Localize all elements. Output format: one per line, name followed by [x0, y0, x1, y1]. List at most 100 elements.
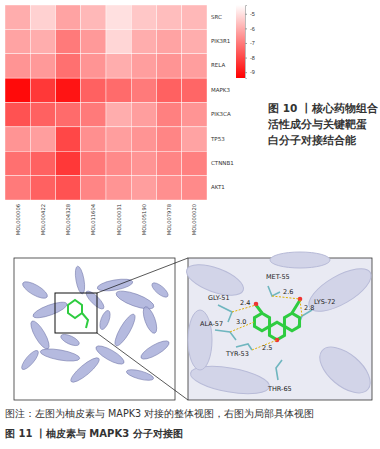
heatmap-cell: [182, 54, 207, 78]
background: [0, 0, 380, 449]
heatmap-cell: [5, 151, 30, 175]
colorbar-tick: -7: [245, 40, 255, 46]
residue-label: TYR-53: [225, 350, 249, 358]
oxygen: [275, 338, 280, 343]
caption-line: 白分子对接结合能: [268, 134, 357, 146]
ribbon: [98, 309, 112, 331]
heatmap-cell: [106, 103, 131, 127]
column-label: MOL005190: [141, 204, 147, 235]
heatmap-cell: [106, 127, 131, 151]
row-label: SRC: [211, 14, 222, 20]
residue-label: ALA-57: [200, 320, 223, 328]
row-label: RELA: [211, 62, 225, 68]
heatmap-cell: [30, 176, 55, 200]
ligand-bond: [256, 300, 300, 313]
heatmap-cell: [157, 151, 182, 175]
residue-stick: [276, 360, 282, 380]
ribbon: [96, 277, 133, 293]
residue-label: GLY-51: [208, 294, 230, 302]
heatmap-cells: [5, 5, 207, 200]
colorbar-tick-mark: [245, 43, 247, 44]
residue-label: LYS-72: [314, 298, 335, 306]
ribbon: [68, 355, 102, 386]
heatmap-cell: [182, 5, 207, 29]
ribbon: [28, 319, 53, 352]
detail-background: [183, 252, 379, 402]
distance-label: 2.8: [304, 304, 314, 312]
heatmap-cell: [81, 5, 106, 29]
colorbar-tick-label: -7: [250, 40, 255, 46]
heatmap-cell: [5, 29, 30, 53]
ligand-ring: [284, 313, 299, 330]
heatmap-cell: [30, 29, 55, 53]
heatmap-cell: [182, 176, 207, 200]
ribbon-shadow: [183, 258, 248, 301]
hbond: [272, 296, 300, 299]
figure11-title: 图 11 丨柚皮素与 MAPK3 分子对接图: [5, 428, 183, 439]
oxygen: [254, 302, 259, 307]
ribbon: [31, 299, 68, 321]
distance-label: 3.0: [236, 318, 246, 326]
heatmap-cell: [81, 103, 106, 127]
row-label: AKT1: [211, 184, 225, 190]
colorbar-tick-mark: [245, 72, 247, 73]
heatmap-cell: [81, 78, 106, 102]
distance-label: 2.4: [240, 299, 250, 307]
ribbon: [94, 343, 127, 368]
protein-ribbons: [19, 266, 171, 386]
colorbar-tick-mark: [245, 28, 247, 29]
heatmap-cell: [56, 103, 81, 127]
residue-label: MET-55: [266, 273, 290, 281]
column-label: MOL007978: [166, 204, 172, 235]
ribbon: [139, 338, 172, 363]
column-label: MOL004328: [65, 204, 71, 235]
residue-label: THR-65: [267, 385, 292, 393]
distance-label: 2.5: [262, 344, 272, 352]
heatmap-cell: [182, 127, 207, 151]
heatmap-cell: [81, 127, 106, 151]
colorbar-tick-label: -8: [250, 55, 255, 61]
heatmap-cell: [56, 54, 81, 78]
ribbon: [74, 266, 87, 295]
heatmap-cell: [81, 29, 106, 53]
colorbar-axis: -5 -6 -7 -8 -9: [245, 6, 255, 79]
heatmap-cell: [106, 176, 131, 200]
ribbon-shadow: [188, 310, 212, 370]
colorbar-tick: -9: [245, 69, 255, 75]
heatmap-cell: [5, 127, 30, 151]
column-label: MOL000006: [15, 204, 21, 235]
ligand-ring: [269, 322, 284, 339]
heatmap-cell: [182, 103, 207, 127]
heatmap-cell: [157, 176, 182, 200]
ribbon: [59, 332, 81, 348]
heatmap-cell: [5, 5, 30, 29]
heatmap-cell: [5, 176, 30, 200]
heatmap-cell: [157, 29, 182, 53]
caption-line: 活性成分与关键靶蛋: [267, 118, 367, 131]
heatmap-cell: [157, 54, 182, 78]
zoom-line: [97, 333, 188, 400]
heatmap-cell: [131, 151, 156, 175]
colorbar: [236, 5, 245, 78]
heatmap-cell: [106, 5, 131, 29]
heatmap-cell: [131, 5, 156, 29]
heatmap-cell: [106, 29, 131, 53]
heatmap-cell: [30, 127, 55, 151]
ribbon: [84, 289, 107, 312]
heatmap-cell: [131, 29, 156, 53]
heatmap-cell: [131, 176, 156, 200]
heatmap-cell: [30, 54, 55, 78]
overview-panel: [14, 258, 175, 400]
colorbar-tick-label: -5: [250, 11, 255, 17]
colorbar-tick: -6: [245, 26, 255, 32]
row-label: CTNNB1: [211, 160, 234, 166]
heatmap-cell: [157, 78, 182, 102]
row-label: MAPK3: [211, 87, 230, 93]
colorbar-tick-label: -6: [250, 26, 255, 32]
heatmap-cell: [56, 29, 81, 53]
residue-stick: [268, 286, 280, 296]
column-label: MOL000031: [116, 204, 122, 235]
heatmap-cell: [30, 5, 55, 29]
heatmap-cell: [81, 151, 106, 175]
column-label: MOL000020: [191, 204, 197, 235]
